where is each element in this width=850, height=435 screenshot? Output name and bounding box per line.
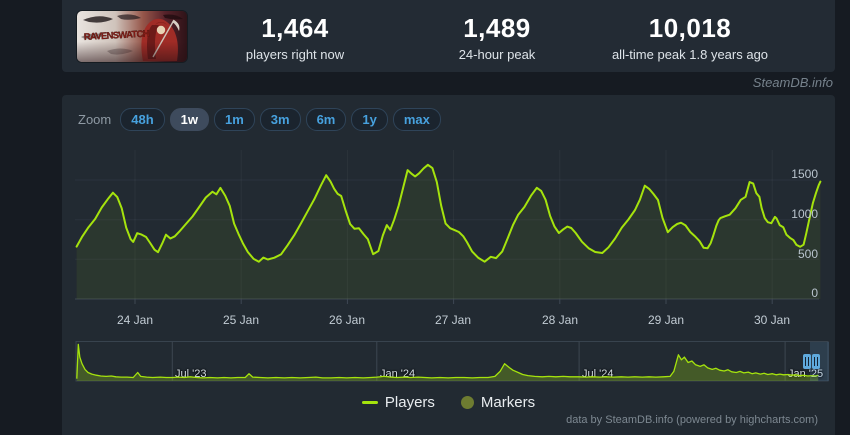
zoom-range-3m[interactable]: 3m bbox=[259, 108, 301, 131]
xtick-30jan: 30 Jan bbox=[753, 313, 791, 327]
legend-item-markers[interactable]: Markers bbox=[460, 394, 536, 411]
navigator-left-handle[interactable] bbox=[803, 354, 811, 369]
game-capsule-image[interactable]: RAVENSWATCH bbox=[77, 11, 187, 62]
steamdb-watermark: SteamDB.info bbox=[752, 75, 833, 90]
zoom-label: Zoom bbox=[78, 112, 112, 127]
highcharts-credits[interactable]: data by SteamDB.info (powered by highcha… bbox=[566, 414, 818, 426]
xtick-27jan: 27 Jan bbox=[434, 313, 472, 327]
stat-players-now: 1,464 players right now bbox=[246, 13, 344, 62]
stat-players-now-label: players right now bbox=[245, 47, 345, 62]
xtick-25jan: 25 Jan bbox=[222, 313, 260, 327]
xtick-26jan: 26 Jan bbox=[328, 313, 366, 327]
xtick-28jan: 28 Jan bbox=[541, 313, 579, 327]
zoom-range-48h[interactable]: 48h bbox=[120, 108, 165, 131]
zoom-range-6m[interactable]: 6m bbox=[305, 108, 347, 131]
players-line-swatch-icon bbox=[361, 401, 378, 404]
header-card: RAVENSWATCH 1,464 players right now 1,48… bbox=[62, 0, 835, 72]
zoom-range-toolbar: Zoom 48h 1w 1m 3m 6m 1y max bbox=[78, 108, 441, 131]
xtick-24jan: 24 Jan bbox=[116, 313, 154, 327]
stat-alltime-peak-label: all-time peak 1.8 years ago bbox=[611, 47, 769, 62]
game-capsule-art: RAVENSWATCH bbox=[77, 11, 187, 62]
zoom-range-1w[interactable]: 1w bbox=[169, 108, 209, 131]
zoom-range-max[interactable]: max bbox=[392, 108, 441, 131]
chart-legend: Players Markers bbox=[62, 394, 835, 411]
ytick-0: 0 bbox=[811, 286, 818, 300]
game-logo-text: RAVENSWATCH bbox=[84, 29, 150, 43]
stat-24h-peak: 1,489 24-hour peak bbox=[459, 13, 536, 62]
legend-item-players[interactable]: Players bbox=[361, 394, 435, 411]
zoom-range-1m[interactable]: 1m bbox=[213, 108, 255, 131]
markers-dot-swatch-icon bbox=[460, 396, 474, 409]
stat-24h-peak-label: 24-hour peak bbox=[458, 47, 536, 62]
stat-alltime-peak-value: 10,018 bbox=[648, 13, 732, 43]
ytick-500: 500 bbox=[797, 247, 818, 261]
ytick-1500: 1500 bbox=[791, 167, 818, 181]
zoom-range-1y[interactable]: 1y bbox=[351, 108, 388, 131]
navigator-right-handle[interactable] bbox=[812, 354, 820, 369]
stat-24h-peak-value: 1,489 bbox=[463, 13, 531, 43]
legend-players-label: Players bbox=[384, 394, 435, 411]
ytick-1000: 1000 bbox=[791, 207, 818, 221]
legend-markers-label: Markers bbox=[480, 394, 536, 411]
stat-players-now-value: 1,464 bbox=[261, 13, 329, 43]
xtick-29jan: 29 Jan bbox=[647, 313, 685, 327]
stat-alltime-peak: 10,018 all-time peak 1.8 years ago bbox=[612, 13, 768, 62]
